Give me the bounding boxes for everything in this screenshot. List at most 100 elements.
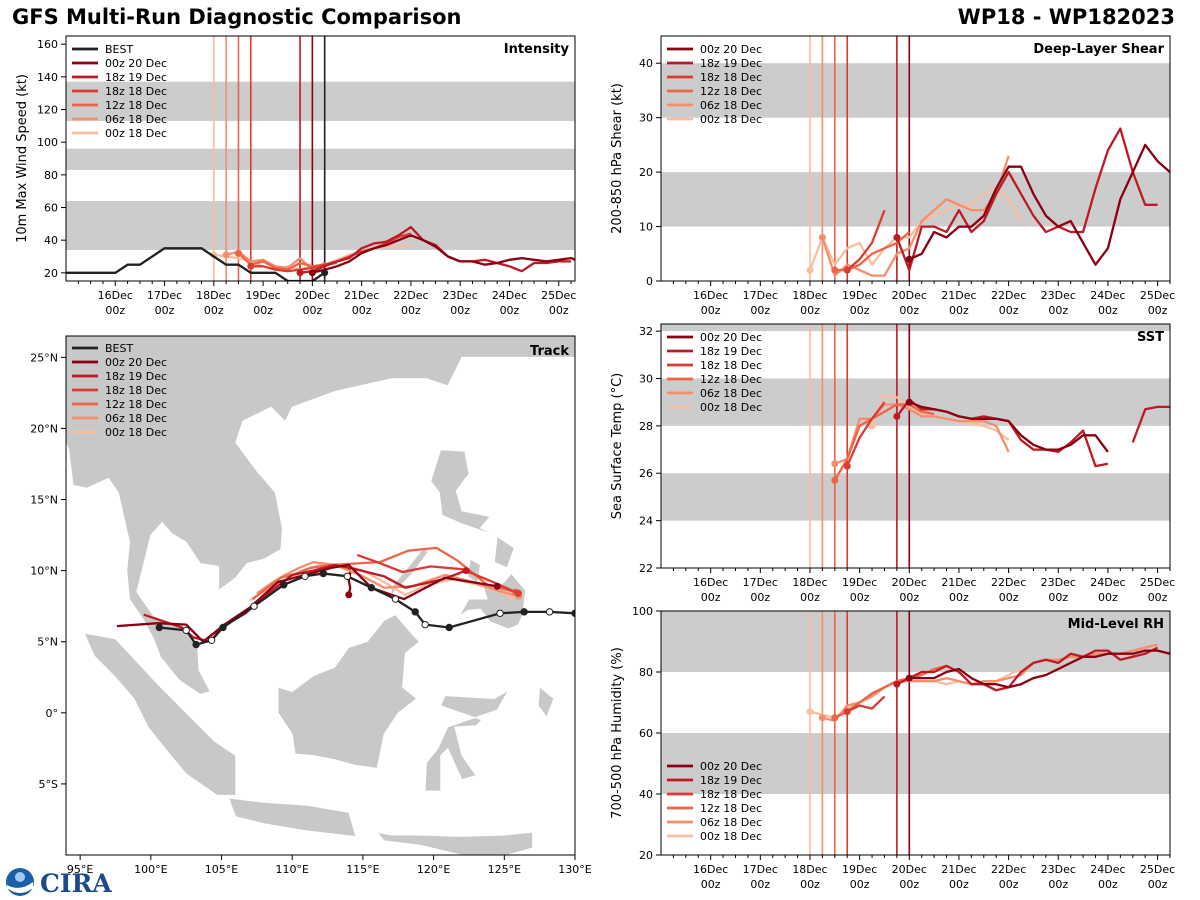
legend-label: 18z 18 Dec (700, 71, 762, 84)
x-tick-date: 23Dec (1041, 289, 1076, 302)
plot-frame (660, 35, 1171, 282)
panel-title: SST (1137, 330, 1164, 345)
series-init-point (831, 476, 839, 484)
x-tick-hour: 00z (949, 304, 969, 317)
series-line (808, 187, 1022, 271)
x-tick-hour: 00z (302, 304, 322, 317)
shaded-band (661, 324, 1170, 332)
series-line (833, 403, 935, 481)
x-tick-hour: 00z (1048, 304, 1068, 317)
y-tick-label: 10 (639, 221, 653, 234)
legend-label: 12z 18 Dec (700, 373, 762, 386)
shaded-band (66, 200, 575, 250)
series-init-point (308, 269, 316, 277)
panel-rh: 20 40 60 80 100 16Dec 00z 17Dec 00z 18Dec 00z 19Dec… (610, 605, 1175, 891)
forecast-start-point (493, 582, 501, 590)
x-tick-hour: 00z (949, 591, 969, 604)
y-tick-label: 80 (44, 169, 58, 182)
legend-label: 06z 18 Dec (105, 113, 167, 126)
shaded-band (661, 378, 1170, 426)
x-tick-hour: 00z (401, 304, 421, 317)
x-tick-hour: 00z (850, 878, 870, 891)
panel-track: 95°E 100°E 105°E 110°E 115°E 120°E 125°E 130°E 5… (30, 335, 592, 876)
x-tick-label: 100°E (134, 863, 167, 876)
x-tick-hour: 00z (1148, 304, 1168, 317)
series-line (846, 209, 886, 271)
y-tick-label: 32 (639, 325, 653, 338)
legend-label: 18z 18 Dec (105, 85, 167, 98)
series-init-point (806, 708, 814, 716)
series-init-point (818, 233, 826, 241)
best-track-point (496, 609, 504, 617)
x-tick-date: 25Dec (1140, 289, 1175, 302)
best-track-point (219, 623, 227, 632)
x-tick-hour: 00z (999, 878, 1019, 891)
land-mass (493, 535, 515, 569)
series-init-point (806, 266, 814, 274)
y-tick-label: 20 (639, 166, 653, 179)
series-init-point (843, 462, 851, 470)
y-tick-label: 10°N (30, 565, 58, 578)
series-line (834, 403, 1010, 465)
x-tick-date: 18Dec (792, 576, 827, 589)
x-tick-date: 19Dec (842, 576, 877, 589)
y-axis-label: 10m Max Wind Speed (kt) (15, 74, 30, 243)
storm-id-title: WP18 - WP182023 (957, 5, 1175, 29)
x-tick-hour: 00z (500, 304, 520, 317)
x-tick-label: 120°E (417, 863, 450, 876)
land-mass (227, 797, 357, 837)
series-line (1131, 405, 1170, 443)
series-init-point (905, 398, 913, 406)
panel-title: Deep-Layer Shear (1033, 42, 1164, 57)
x-tick-date: 25Dec (541, 289, 576, 302)
x-tick-date: 24Dec (1090, 289, 1125, 302)
legend-label: 06z 18 Dec (105, 412, 167, 425)
x-tick-hour: 00z (800, 304, 820, 317)
x-tick-date: 17Dec (743, 863, 778, 876)
shaded-band (661, 63, 1170, 118)
best-track-point (445, 623, 453, 632)
series-init-point (905, 255, 913, 263)
legend-label: 18z 19 Dec (105, 370, 167, 383)
y-tick-label: 60 (44, 202, 58, 215)
x-tick-date: 20Dec (295, 289, 330, 302)
plot-frame (660, 323, 1171, 569)
best-track-point (280, 581, 288, 589)
series-init-point (247, 262, 255, 270)
shaded-band (66, 148, 575, 170)
x-tick-date: 20Dec (892, 576, 927, 589)
x-tick-label: 115°E (346, 863, 379, 876)
x-tick-date: 17Dec (743, 289, 778, 302)
legend-label: 06z 18 Dec (700, 816, 762, 829)
panel-intensity: 20 40 60 80 100 120 140 160 16Dec 00z 17Dec 00z 18De… (15, 35, 576, 317)
legend-label: BEST (105, 342, 133, 355)
best-track-point (391, 595, 400, 603)
series-init-point (893, 233, 901, 241)
series-line (896, 646, 1159, 692)
y-tick-label: 15°N (30, 494, 58, 507)
best-track-point (520, 608, 528, 616)
series-init-point (234, 249, 242, 257)
y-axis-label: 200-850 hPa Shear (kt) (610, 83, 625, 234)
legend-label: 06z 18 Dec (700, 387, 762, 400)
legend-label: 18z 18 Dec (105, 384, 167, 397)
series-init-point (296, 269, 304, 277)
x-tick-hour: 00z (204, 304, 224, 317)
x-tick-hour: 00z (450, 304, 470, 317)
y-tick-label: 0 (646, 275, 653, 288)
x-tick-hour: 00z (1048, 878, 1068, 891)
legend-label: 00z 18 Dec (105, 127, 167, 140)
series-init-point (868, 422, 876, 430)
cira-logo-text: CIRA (40, 869, 112, 898)
x-tick-hour: 00z (352, 304, 372, 317)
land-mass (376, 831, 533, 855)
legend-label: 06z 18 Dec (700, 99, 762, 112)
plot-frame (65, 35, 576, 282)
best-track-point (207, 636, 216, 644)
x-tick-hour: 00z (1148, 591, 1168, 604)
legend-label: 18z 19 Dec (700, 345, 762, 358)
series-init-point (893, 412, 901, 420)
plot-frame (65, 335, 576, 856)
x-tick-date: 21Dec (941, 863, 976, 876)
